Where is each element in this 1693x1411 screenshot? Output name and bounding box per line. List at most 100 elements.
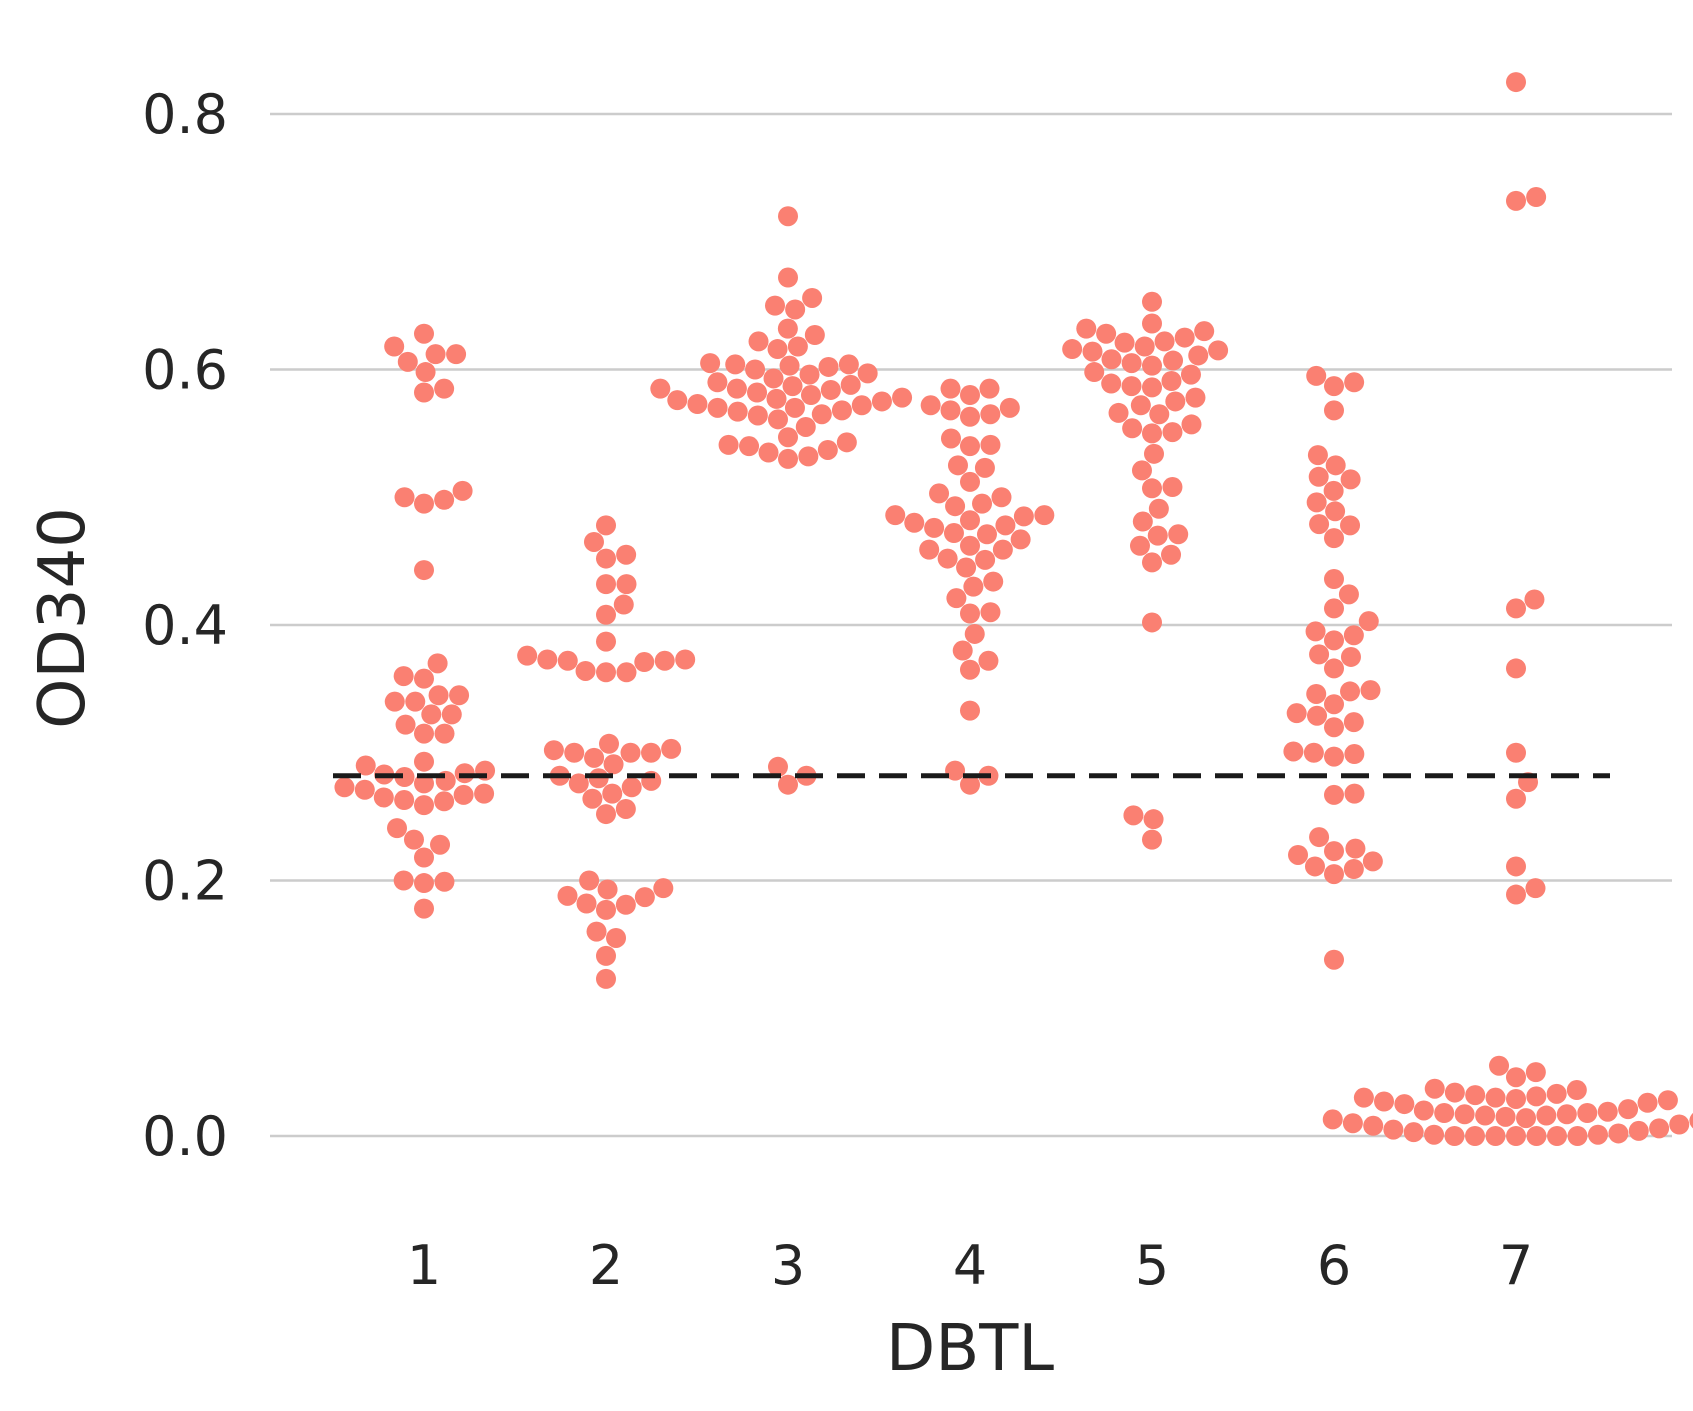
data-point: [976, 524, 997, 545]
data-point: [1322, 1109, 1343, 1130]
data-point: [1134, 336, 1155, 357]
data-point: [787, 336, 808, 357]
data-point: [1383, 1119, 1404, 1140]
data-point: [446, 344, 467, 365]
data-point: [778, 427, 798, 448]
data-point: [817, 439, 838, 460]
data-point: [978, 650, 999, 671]
data-point: [840, 374, 861, 395]
data-point: [1142, 478, 1162, 499]
data-point: [992, 539, 1013, 560]
data-point: [857, 363, 878, 384]
data-point: [1403, 1122, 1424, 1143]
data-point: [956, 557, 977, 578]
data-point: [584, 747, 605, 768]
data-point: [1162, 477, 1183, 498]
data-point: [747, 382, 768, 403]
data-point: [904, 512, 925, 533]
data-point: [1163, 350, 1184, 371]
data-point: [1101, 349, 1122, 370]
data-point: [616, 574, 637, 595]
data-point: [767, 756, 788, 777]
data-point: [1506, 1126, 1526, 1146]
data-point: [1162, 422, 1183, 443]
data-point: [414, 382, 434, 403]
data-point: [1556, 1104, 1577, 1125]
data-point: [414, 847, 434, 868]
data-point: [980, 434, 1001, 455]
data-point: [1524, 589, 1545, 610]
data-point: [1489, 1055, 1510, 1076]
data-point: [1340, 681, 1361, 702]
data-point: [1567, 1126, 1588, 1146]
data-point: [782, 376, 803, 397]
data-point: [615, 798, 636, 819]
data-point: [1475, 1105, 1496, 1126]
data-point: [1485, 1087, 1506, 1108]
data-point: [354, 779, 375, 800]
data-point: [940, 378, 961, 399]
data-point: [1142, 355, 1162, 376]
data-point: [1340, 515, 1361, 536]
data-point: [1340, 646, 1361, 667]
data-point: [1454, 1104, 1475, 1125]
data-point: [1161, 544, 1182, 565]
data-point: [596, 662, 616, 683]
data-point: [1566, 1080, 1587, 1101]
data-point: [1108, 402, 1129, 423]
y-axis-label: OD340: [26, 507, 100, 729]
data-point: [1123, 805, 1144, 826]
data-point: [394, 790, 415, 811]
x-tick-label: 7: [1499, 1234, 1533, 1297]
data-point: [785, 299, 806, 320]
data-point: [394, 487, 415, 508]
data-point: [1132, 511, 1153, 532]
data-point: [920, 395, 941, 416]
data-point: [802, 287, 823, 308]
data-point: [434, 489, 455, 510]
data-point: [1142, 377, 1162, 398]
data-point: [1495, 1106, 1516, 1127]
data-point: [1062, 339, 1083, 360]
data-point: [1010, 529, 1031, 550]
data-point: [687, 393, 708, 414]
data-point: [1308, 466, 1329, 487]
data-point: [945, 496, 966, 517]
data-point: [596, 548, 616, 569]
y-tick-label: 0.0: [142, 1105, 228, 1168]
data-point: [414, 751, 434, 772]
data-point: [937, 548, 958, 569]
data-point: [1525, 878, 1546, 899]
data-point: [454, 763, 475, 784]
data-point: [1324, 400, 1344, 421]
data-point: [1142, 829, 1162, 850]
data-point: [1129, 535, 1150, 556]
x-tick-labels: 1 2 3 4 5 6 7: [407, 1234, 1533, 1297]
x-tick-label: 2: [589, 1234, 623, 1297]
data-point: [779, 355, 800, 376]
data-point: [1114, 332, 1135, 353]
data-point: [1649, 1118, 1670, 1139]
data-point: [449, 685, 470, 706]
data-point: [596, 631, 616, 652]
data-point: [1525, 1062, 1546, 1083]
data-point: [1345, 838, 1366, 859]
data-point: [616, 662, 637, 683]
data-point: [1309, 514, 1330, 535]
data-point: [1306, 365, 1327, 386]
data-point: [393, 870, 414, 891]
data-point: [616, 544, 637, 565]
data-point: [582, 788, 603, 809]
data-point: [1657, 1090, 1678, 1111]
data-point: [1485, 1126, 1506, 1146]
data-point: [1307, 445, 1328, 466]
data-point: [1597, 1101, 1618, 1122]
data-point: [543, 740, 564, 761]
data-point: [1174, 327, 1195, 348]
data-point: [1131, 460, 1152, 481]
data-point: [373, 787, 394, 808]
data-point: [427, 653, 448, 674]
data-point: [1343, 859, 1364, 880]
data-point: [414, 560, 434, 581]
data-point: [767, 409, 788, 430]
